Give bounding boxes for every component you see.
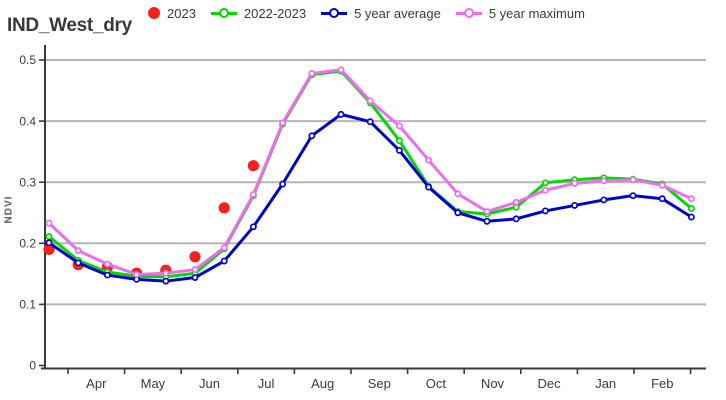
series-marker-5-year-average	[425, 183, 433, 191]
series-marker-5-year-average	[366, 118, 374, 126]
series-marker-5-year-maximum	[103, 260, 111, 268]
y-tick-label: 0.2	[19, 237, 36, 251]
series-marker-5-year-maximum	[600, 177, 608, 185]
legend-item-2022-2023: 2022-2023	[210, 5, 307, 21]
legend-item-5-year-average: 5 year average	[321, 6, 441, 21]
series-marker-5-year-average	[658, 195, 666, 203]
x-month-label: Nov	[481, 376, 505, 391]
legend-label: 2023	[167, 5, 196, 21]
x-month-label: Apr	[86, 376, 107, 391]
series-marker-5-year-average	[600, 196, 608, 204]
series-marker-5-year-maximum	[512, 198, 520, 206]
y-tick-label: 0	[29, 359, 36, 373]
series-marker-5-year-average	[249, 223, 257, 231]
series-marker-5-year-maximum	[366, 97, 374, 105]
legend-label: 5 year maximum	[488, 5, 585, 21]
x-month-label: Jul	[258, 376, 275, 391]
x-month-label: Jun	[199, 376, 220, 391]
series-line-5-year-average	[47, 112, 693, 283]
series-marker-5-year-average	[629, 192, 637, 200]
legend-circle	[218, 8, 229, 18]
y-tick-label: 0.3	[19, 175, 36, 189]
legend-item-5-year-maximum: 5 year maximum	[455, 5, 585, 21]
chart-title: IND_West_dry	[7, 15, 132, 36]
series-marker-5-year-average	[512, 215, 520, 223]
series-marker-5-year-average	[687, 213, 695, 221]
x-month-label: Feb	[651, 376, 673, 391]
series-marker-5-year-average	[454, 209, 462, 217]
series-marker-5-year-average	[337, 110, 345, 118]
legend-item-2023: 2023	[148, 6, 196, 21]
series-marker-5-year-average	[191, 274, 199, 281]
violet-line-circle-icon	[455, 8, 482, 18]
series-marker-5-year-maximum	[687, 195, 695, 203]
series-marker-5-year-maximum	[191, 266, 199, 274]
series-marker-5-year-average	[541, 207, 549, 215]
y-axis-title: NDVI	[3, 195, 15, 224]
series-marker-5-year-maximum	[45, 219, 53, 227]
legend-circle	[329, 8, 340, 18]
series-marker-5-year-maximum	[337, 66, 345, 74]
series-marker-5-year-maximum	[395, 122, 403, 130]
series-marker-5-year-maximum	[571, 179, 579, 187]
series-marker-5-year-maximum	[74, 247, 82, 255]
x-month-label: Jan	[595, 376, 616, 391]
series-marker-5-year-average	[220, 257, 228, 265]
blue-line-circle-icon	[321, 8, 348, 18]
legend: 2023 2022-2023 5 year average 5 year max…	[148, 3, 585, 23]
scatter-point-2023	[189, 251, 201, 263]
series-marker-5-year-maximum	[249, 190, 257, 198]
series-marker-5-year-average	[45, 239, 53, 247]
series-marker-5-year-maximum	[162, 269, 170, 277]
series-marker-5-year-average	[483, 217, 491, 225]
y-tick-label: 0.5	[19, 53, 36, 67]
series-marker-5-year-maximum	[133, 271, 141, 278]
x-month-label: Dec	[538, 376, 562, 391]
series-marker-5-year-maximum	[308, 69, 316, 77]
series-marker-5-year-maximum	[279, 119, 287, 127]
series-marker-5-year-maximum	[220, 244, 228, 252]
series-marker-5-year-maximum	[629, 176, 637, 184]
x-month-label: Oct	[426, 376, 447, 391]
legend-label: 5 year average	[354, 5, 441, 21]
series-marker-2022-2023	[395, 137, 403, 145]
series-marker-5-year-maximum	[454, 190, 462, 198]
series-marker-2022-2023	[45, 233, 53, 241]
series-marker-5-year-maximum	[425, 156, 433, 164]
x-month-label: Sep	[368, 376, 391, 391]
series-marker-5-year-average	[162, 277, 170, 285]
scatter-point-2023	[218, 202, 230, 214]
series-marker-2022-2023	[541, 179, 549, 187]
red-dot-icon	[148, 7, 160, 19]
green-line-circle-icon	[210, 8, 237, 18]
legend-label: 2022-2023	[243, 5, 307, 21]
y-tick-label: 0.4	[19, 114, 36, 128]
series-marker-5-year-average	[103, 271, 111, 279]
series-marker-5-year-maximum	[541, 186, 549, 194]
series-marker-5-year-average	[395, 146, 403, 154]
legend-circle	[463, 8, 474, 18]
series-marker-5-year-average	[571, 201, 579, 209]
series-marker-5-year-average	[279, 180, 287, 188]
series-marker-5-year-average	[74, 259, 82, 267]
series-marker-2022-2023	[687, 205, 695, 212]
series-marker-5-year-maximum	[483, 208, 491, 215]
series-marker-5-year-maximum	[658, 181, 666, 189]
scatter-point-2023	[247, 160, 259, 172]
y-tick-label: 0.1	[19, 298, 36, 312]
x-month-label: May	[141, 376, 166, 391]
series-marker-5-year-average	[308, 132, 316, 140]
x-month-label: Aug	[311, 376, 334, 391]
scatter-point-2023	[43, 243, 55, 256]
